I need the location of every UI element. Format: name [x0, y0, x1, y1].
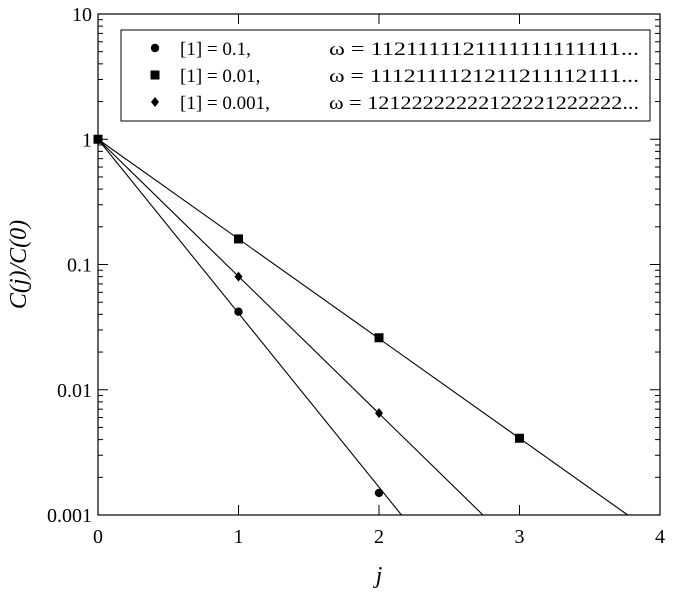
y-tick-label-2: 0.1: [67, 255, 92, 277]
legend-omega-diamond: ω = 12122222222122221222222...: [329, 93, 639, 114]
fit-line-circle: [97, 138, 402, 516]
legend-box: [120, 29, 651, 122]
x-tick-label-2: 2: [374, 526, 384, 548]
axis-ticks: [97, 13, 661, 516]
legend-omega-square: ω = 1112111121211211112111...: [329, 66, 639, 87]
x-tick-label-3: 3: [515, 526, 525, 548]
legend-marker-square: [150, 70, 160, 80]
data-point-diamond-1: [234, 271, 243, 282]
x-tick-label-4: 4: [655, 526, 665, 548]
y-tick-label-3: 1: [82, 129, 92, 151]
data-point-square-1: [234, 234, 243, 244]
fit-line-diamond: [97, 138, 484, 516]
legend-label-square: [1] = 0.01,: [180, 66, 260, 87]
data-point-circle-2: [374, 488, 384, 498]
fit-line-square: [97, 138, 629, 516]
legend-entries: [1] = 0.1, ω = 1121111121111111111111... […: [150, 39, 639, 114]
data-point-square-2: [374, 333, 384, 343]
y-tick-label-0: 0.001: [47, 505, 92, 527]
data-point-diamond-2: [375, 408, 383, 419]
data-point-square-3: [515, 433, 524, 443]
fit-lines: [97, 138, 629, 516]
legend-label-circle: [1] = 0.1,: [180, 39, 251, 60]
tick-labels: 0 1 2 3 4 0.001 0.01 0.1 1 10: [47, 4, 665, 548]
data-markers: [93, 134, 524, 498]
legend-marker-circle: [150, 43, 160, 53]
y-tick-label-4: 10: [72, 4, 92, 26]
legend-label-diamond: [1] = 0.001,: [180, 93, 270, 114]
legend: [1] = 0.1, ω = 1121111121111111111111... […: [120, 29, 651, 122]
data-point-circle-1: [234, 307, 243, 316]
y-axis-label: C(j)/C(0): [6, 220, 32, 309]
legend-omega-circle: ω = 1121111121111111111111...: [329, 39, 639, 60]
legend-marker-diamond: [151, 97, 159, 107]
y-tick-label-1: 0.01: [57, 380, 92, 402]
x-tick-label-1: 1: [234, 526, 244, 548]
x-tick-label-0: 0: [93, 526, 103, 548]
x-axis-label: j: [373, 563, 383, 589]
